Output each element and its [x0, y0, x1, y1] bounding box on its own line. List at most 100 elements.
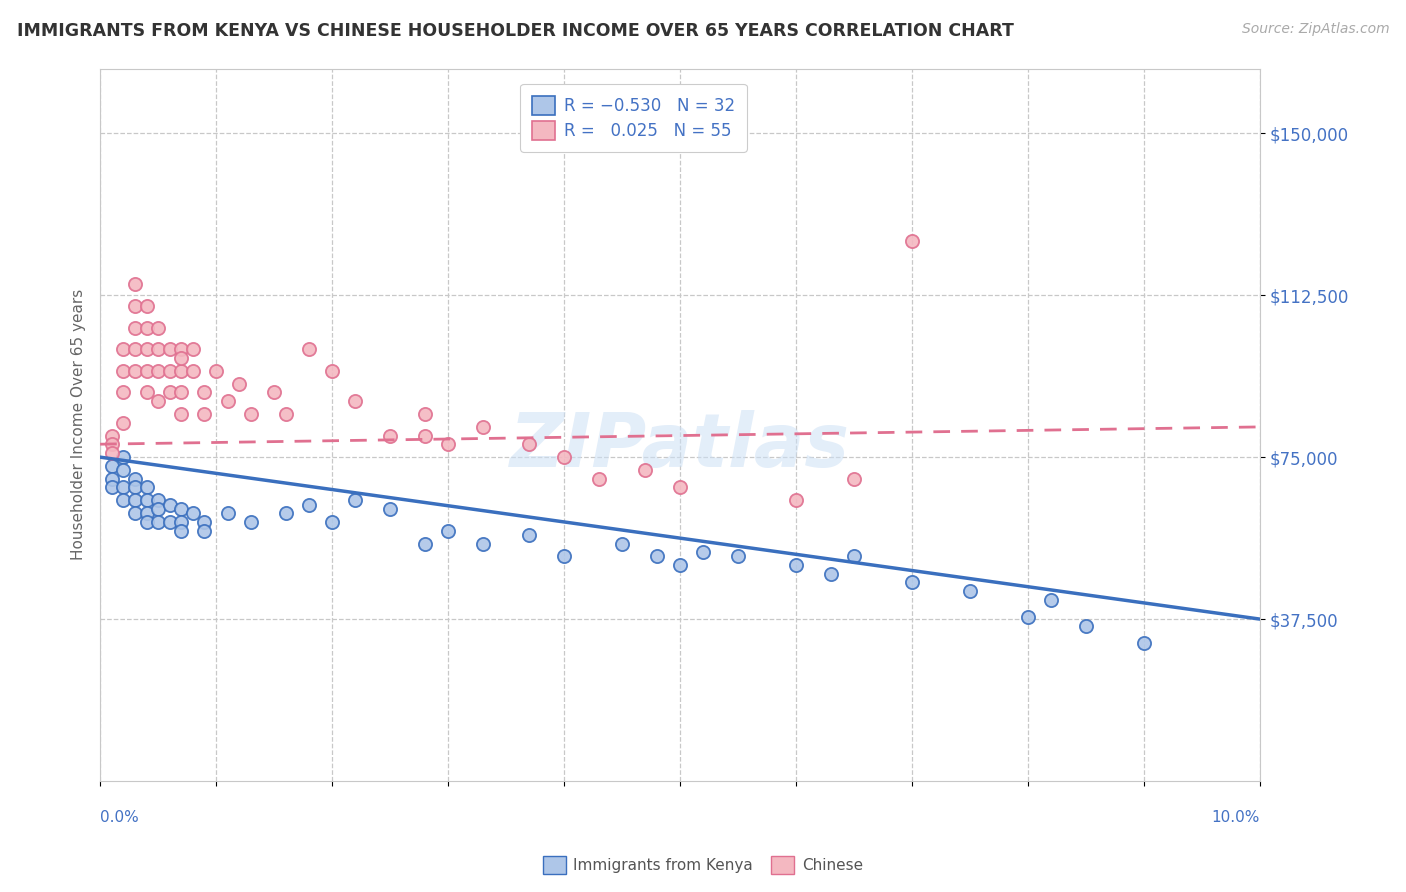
Point	[727, 549, 749, 564]
Point	[1074, 618, 1097, 632]
Point	[146, 394, 169, 409]
Point	[263, 385, 285, 400]
Point	[413, 407, 436, 421]
Point	[344, 493, 367, 508]
Point	[159, 385, 181, 400]
Point	[321, 515, 343, 529]
Point	[135, 506, 157, 520]
Point	[124, 342, 146, 356]
Point	[170, 524, 193, 538]
Point	[669, 480, 692, 494]
Point	[112, 364, 135, 378]
Text: IMMIGRANTS FROM KENYA VS CHINESE HOUSEHOLDER INCOME OVER 65 YEARS CORRELATION CH: IMMIGRANTS FROM KENYA VS CHINESE HOUSEHO…	[17, 22, 1014, 40]
Point	[901, 234, 924, 248]
Point	[112, 480, 135, 494]
Point	[112, 416, 135, 430]
Point	[170, 502, 193, 516]
Point	[159, 342, 181, 356]
Point	[785, 493, 807, 508]
Point	[135, 342, 157, 356]
Point	[820, 566, 842, 581]
Point	[112, 450, 135, 464]
Point	[228, 376, 250, 391]
Point	[413, 536, 436, 550]
Point	[170, 385, 193, 400]
Y-axis label: Householder Income Over 65 years: Householder Income Over 65 years	[72, 289, 86, 560]
Point	[124, 472, 146, 486]
Point	[298, 342, 321, 356]
Point	[321, 364, 343, 378]
Text: Source: ZipAtlas.com: Source: ZipAtlas.com	[1241, 22, 1389, 37]
Point	[413, 428, 436, 442]
Point	[135, 320, 157, 334]
Point	[146, 515, 169, 529]
Point	[170, 407, 193, 421]
Point	[239, 407, 262, 421]
Point	[842, 472, 865, 486]
Point	[124, 364, 146, 378]
Point	[553, 549, 575, 564]
Point	[112, 342, 135, 356]
Point	[100, 472, 122, 486]
Point	[124, 506, 146, 520]
Point	[298, 498, 321, 512]
Point	[170, 515, 193, 529]
Point	[135, 493, 157, 508]
Point	[146, 493, 169, 508]
Point	[588, 472, 610, 486]
Point	[100, 428, 122, 442]
Point	[437, 524, 460, 538]
Point	[239, 515, 262, 529]
Text: 10.0%: 10.0%	[1212, 810, 1260, 824]
Point	[471, 420, 494, 434]
Point	[146, 502, 169, 516]
Point	[645, 549, 668, 564]
Point	[901, 575, 924, 590]
Point	[170, 351, 193, 365]
Point	[112, 463, 135, 477]
Point	[669, 558, 692, 573]
Point	[100, 458, 122, 473]
Point	[1017, 610, 1039, 624]
Point	[842, 549, 865, 564]
Point	[170, 364, 193, 378]
Point	[193, 524, 215, 538]
Point	[193, 515, 215, 529]
Point	[217, 394, 239, 409]
Point	[610, 536, 633, 550]
Point	[159, 515, 181, 529]
Point	[553, 450, 575, 464]
Point	[517, 437, 540, 451]
Point	[344, 394, 367, 409]
Point	[181, 506, 204, 520]
Point	[378, 428, 401, 442]
Point	[146, 364, 169, 378]
Point	[146, 342, 169, 356]
Point	[159, 364, 181, 378]
Point	[124, 320, 146, 334]
Point	[159, 498, 181, 512]
Point	[378, 502, 401, 516]
Point	[124, 299, 146, 313]
Point	[274, 407, 297, 421]
Point	[100, 480, 122, 494]
Point	[1040, 592, 1063, 607]
Point	[135, 480, 157, 494]
Text: 0.0%: 0.0%	[100, 810, 139, 824]
Point	[112, 385, 135, 400]
Point	[181, 364, 204, 378]
Point	[100, 446, 122, 460]
Text: ZIPatlas: ZIPatlas	[510, 409, 849, 483]
Point	[471, 536, 494, 550]
Point	[274, 506, 297, 520]
Point	[100, 437, 122, 451]
Point	[135, 364, 157, 378]
Point	[170, 342, 193, 356]
Point	[437, 437, 460, 451]
Point	[692, 545, 714, 559]
Point	[135, 515, 157, 529]
Point	[124, 493, 146, 508]
Point	[124, 277, 146, 292]
Point	[517, 528, 540, 542]
Point	[634, 463, 657, 477]
